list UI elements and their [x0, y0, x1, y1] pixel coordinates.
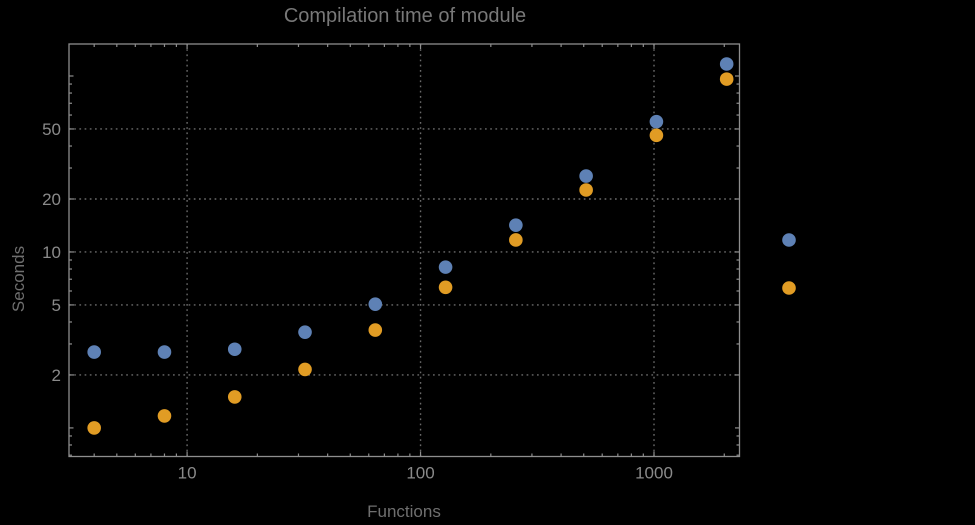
- y-tick-label: 20: [42, 190, 61, 209]
- data-point-blue: [157, 345, 172, 359]
- x-tick-label: 100: [406, 464, 434, 483]
- chart-title: Compilation time of module: [283, 5, 527, 27]
- data-point-blue: [649, 114, 664, 129]
- data-point-blue: [87, 345, 101, 359]
- legend-marker-2: [782, 281, 796, 295]
- data-point-orange: [579, 183, 593, 197]
- data-point-blue: [227, 342, 242, 357]
- data-point-orange: [649, 128, 664, 143]
- data-point-blue: [719, 57, 734, 71]
- data-point-blue: [509, 218, 523, 232]
- data-point-orange: [298, 362, 312, 377]
- y-tick-label: 2: [52, 366, 61, 385]
- data-point-blue: [579, 169, 593, 183]
- data-point-orange: [509, 233, 523, 247]
- data-point-orange: [719, 72, 734, 86]
- y-axis-label: Seconds: [9, 245, 28, 313]
- data-point-orange: [438, 280, 453, 295]
- data-point-blue: [298, 325, 312, 339]
- data-point-orange: [87, 421, 101, 435]
- plot-frame: [68, 43, 741, 458]
- y-tick-label: 5: [52, 296, 61, 315]
- data-point-orange: [157, 409, 172, 423]
- data-point-blue: [368, 297, 383, 311]
- x-tick-label: 10: [178, 464, 197, 483]
- data-point-orange: [227, 390, 242, 404]
- legend-marker-1: [782, 233, 796, 247]
- x-tick-label: 1000: [635, 464, 673, 483]
- y-tick-label: 50: [42, 120, 61, 139]
- x-axis-label: Functions: [367, 502, 441, 521]
- data-point-orange: [368, 323, 383, 337]
- data-point-blue: [438, 260, 453, 274]
- y-tick-label: 10: [42, 243, 61, 262]
